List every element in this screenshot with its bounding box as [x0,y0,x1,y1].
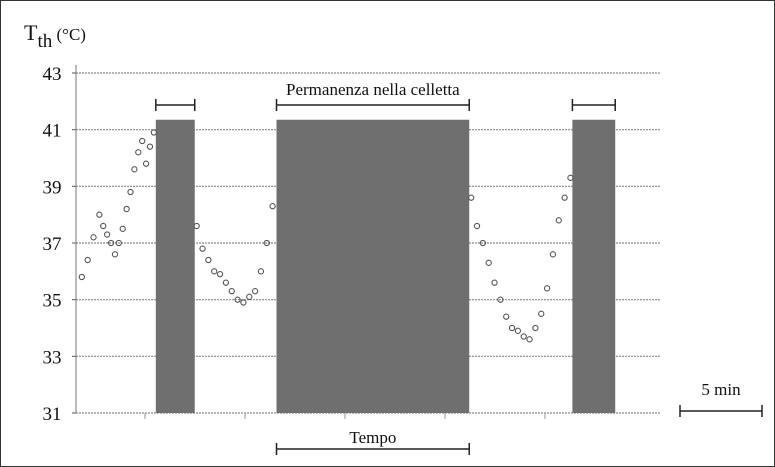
data-point-33 [473,222,481,230]
data-point-11 [127,188,134,196]
data-point-24 [228,288,235,295]
data-point-46 [549,251,557,258]
data-point-26 [240,299,247,306]
data-point-9 [119,225,126,232]
data-point-27 [246,293,253,300]
data-point-20 [205,256,212,264]
data-point-17 [150,129,158,136]
temperature-points [78,129,574,343]
data-point-30 [263,239,270,247]
data-point-23 [222,279,230,286]
data-point-42 [526,336,533,343]
scale-bracket [679,405,763,417]
data-point-32 [468,194,475,201]
data-point-45 [543,285,551,292]
data-point-39 [508,324,516,332]
data-point-25 [234,296,241,303]
data-point-12 [131,166,138,173]
data-point-15 [142,160,150,167]
data-point-44 [538,310,545,317]
top-bar-label: Permanenza nella celletta [286,80,460,99]
data-point-47 [555,217,562,224]
annotations: Permanenza nella celletta Tempo 5 min [155,80,763,455]
data-point-14 [139,137,146,145]
data-point-38 [503,313,510,320]
time-bracket [275,443,470,455]
data-point-4 [100,222,107,230]
data-point-34 [479,239,487,247]
stay-bracket-3 [571,99,616,111]
data-point-2 [90,234,97,241]
data-point-43 [532,324,539,332]
data-point-16 [146,143,154,150]
cell-stay-bar-2 [276,119,470,413]
data-point-36 [491,279,498,286]
data-point-13 [135,149,142,156]
y-axis-label: Tth (°C) [24,20,86,52]
y-tick-label-33: 33 [43,347,62,368]
bottom-bar-label: Tempo [349,428,396,447]
cell-stay-bar-3 [572,119,616,413]
data-point-7 [111,251,119,258]
data-point-18 [193,222,200,230]
y-axis: 43 41 39 37 35 33 31 [43,64,546,425]
data-point-40 [514,327,522,334]
data-point-35 [485,259,492,266]
data-point-19 [199,245,206,252]
y-tick-label-31: 31 [43,404,62,425]
y-tick-label-39: 39 [43,177,62,198]
cell-stay-bar-1 [155,119,195,413]
y-tick-label-35: 35 [43,291,62,312]
data-point-31 [269,203,276,210]
data-point-48 [561,194,568,201]
data-point-5 [103,231,111,238]
data-point-22 [216,271,224,278]
y-tick-label-37: 37 [43,234,62,255]
data-point-49 [567,174,574,181]
data-point-21 [211,268,218,275]
cell-stay-intervals [155,119,616,413]
y-tick-label-43: 43 [43,64,62,85]
data-point-10 [123,205,130,213]
scale-bar-label: 5 min [701,380,741,399]
data-point-0 [78,273,85,281]
data-point-29 [257,268,265,275]
stay-bracket-1 [155,99,196,111]
data-point-28 [251,288,259,295]
data-point-1 [84,256,91,264]
y-tick-label-41: 41 [43,121,62,142]
data-point-8 [115,239,122,247]
data-point-6 [107,239,115,247]
data-point-3 [96,211,103,218]
data-point-41 [520,333,527,340]
data-point-37 [497,296,504,303]
stay-bracket-2 [275,99,470,111]
